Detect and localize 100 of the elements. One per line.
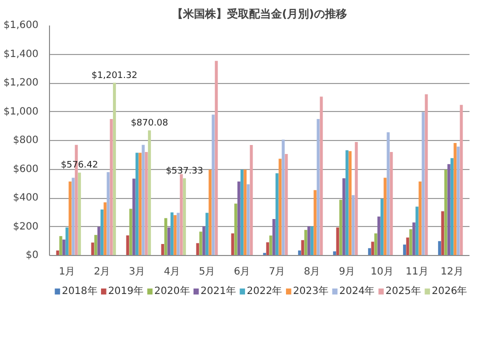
y-tick-label: $1,400	[4, 48, 39, 60]
bar	[390, 152, 393, 256]
bar	[212, 114, 215, 256]
bar	[231, 233, 234, 256]
bar	[422, 112, 425, 256]
bar	[94, 234, 98, 256]
bar	[97, 226, 100, 256]
legend-label: 2026年	[432, 285, 468, 297]
bar	[266, 242, 270, 256]
x-tick-label: 2月	[94, 266, 110, 278]
x-tick-label: 7月	[268, 266, 286, 278]
bar	[234, 204, 238, 256]
bar	[409, 229, 412, 256]
bar	[456, 146, 460, 256]
bar	[301, 240, 304, 256]
bar	[240, 170, 244, 256]
x-tick-label: 8月	[304, 266, 320, 278]
bar	[66, 227, 68, 256]
legend-label: 2024年	[339, 285, 375, 297]
bar	[403, 244, 406, 256]
x-tick-label: 3月	[128, 266, 146, 278]
bar	[298, 250, 302, 256]
bar	[418, 181, 422, 256]
bar	[441, 211, 444, 256]
bar	[447, 164, 450, 256]
bar	[320, 96, 323, 256]
bar	[237, 181, 240, 256]
bar	[244, 170, 247, 256]
bar	[72, 178, 75, 256]
bar	[142, 144, 145, 256]
y-tick-label: $1,200	[4, 78, 39, 88]
bar	[348, 151, 352, 256]
y-tick-label: $200	[13, 221, 39, 232]
bar	[282, 140, 285, 256]
bar	[164, 218, 168, 256]
bar	[112, 82, 116, 256]
bar	[438, 241, 442, 256]
x-tick-label: 9月	[338, 266, 356, 278]
bar	[354, 142, 358, 256]
legend-label: 2022年	[246, 285, 282, 297]
bar	[272, 218, 276, 256]
bar	[106, 172, 110, 256]
bar	[59, 236, 62, 256]
bar	[460, 104, 463, 256]
bar	[100, 210, 104, 256]
bar	[368, 248, 372, 256]
bar	[284, 154, 288, 256]
legend-label: 2018年	[62, 285, 98, 297]
bar	[214, 60, 218, 256]
bar	[406, 238, 410, 256]
bar	[269, 236, 272, 256]
bar	[336, 227, 340, 256]
bar	[180, 174, 183, 256]
bar	[174, 215, 177, 256]
bar	[380, 198, 384, 256]
legend-label: 2023年	[293, 285, 328, 297]
y-tick-label: $600	[13, 164, 39, 175]
bar	[412, 222, 416, 256]
x-tick-label: 12月	[440, 266, 464, 278]
bar	[339, 200, 342, 256]
bar	[170, 212, 174, 256]
bar	[91, 242, 94, 256]
bar	[346, 150, 348, 256]
bar	[371, 242, 374, 256]
x-tick-label: 10月	[370, 266, 394, 278]
bar	[278, 158, 282, 256]
x-tick-label: 4月	[164, 266, 180, 278]
bar	[304, 230, 308, 256]
bar	[182, 178, 186, 256]
bar	[307, 226, 310, 256]
legend-label: 2021年	[200, 285, 236, 297]
bar	[104, 202, 107, 256]
bar	[136, 152, 138, 256]
legend-label: 2020年	[154, 285, 190, 297]
bar	[314, 190, 317, 256]
bar	[208, 170, 212, 256]
bar	[342, 178, 346, 256]
bar	[352, 195, 355, 256]
bar	[276, 173, 278, 256]
bar	[126, 235, 130, 256]
bar	[167, 227, 170, 256]
bar	[450, 158, 454, 256]
bar	[132, 178, 136, 256]
data-label: $870.08	[130, 118, 168, 128]
x-tick-label: 5月	[198, 266, 216, 278]
bar	[374, 233, 378, 256]
bar	[199, 232, 202, 256]
bar	[78, 172, 81, 256]
bar	[68, 181, 72, 256]
y-tick-label: $0	[26, 250, 39, 261]
y-tick-label: $1,000	[4, 106, 39, 118]
bar	[161, 244, 164, 256]
bar	[202, 226, 206, 256]
bar	[62, 240, 66, 256]
bar	[386, 132, 390, 256]
data-label: $1,201.32	[92, 70, 138, 81]
data-label: $537.33	[166, 166, 204, 176]
y-tick-label: $1,600	[4, 20, 39, 31]
bar	[454, 142, 457, 256]
chart-title: 【米国株】受取配当金(月別)の推移	[172, 8, 348, 20]
